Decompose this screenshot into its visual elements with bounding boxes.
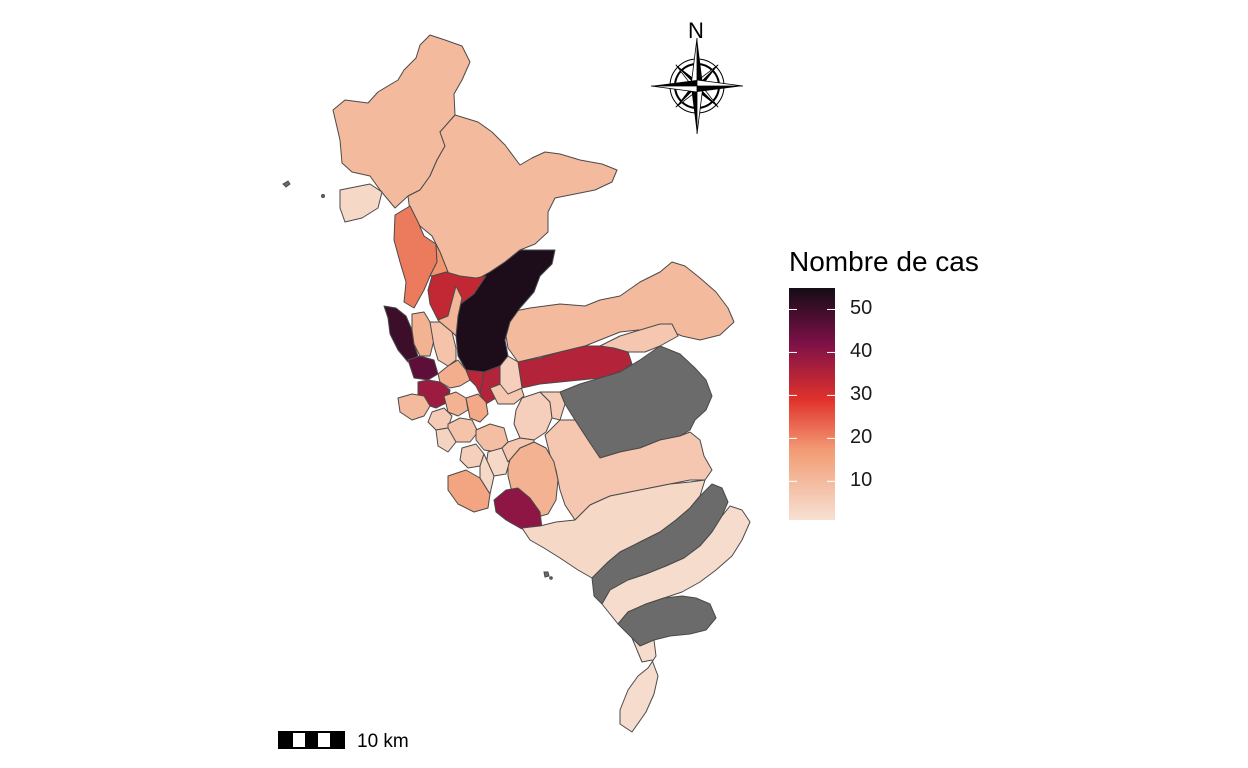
- district-region: [407, 355, 439, 381]
- district-region: [539, 391, 566, 421]
- compass-rose-icon: [650, 37, 744, 135]
- district-region: [437, 285, 463, 337]
- district-region: [499, 355, 523, 395]
- district-region: [435, 427, 457, 453]
- legend-colorbar: [789, 288, 835, 520]
- district-region: [411, 311, 435, 357]
- district-region: [393, 205, 438, 309]
- legend-title: Nombre de cas: [789, 246, 979, 277]
- district-region: [501, 437, 535, 463]
- legend-tick-label: 10: [850, 469, 873, 492]
- district-region: [479, 453, 495, 495]
- district-region: [465, 393, 489, 423]
- legend-tick-marks: [789, 308, 835, 482]
- island-shape: [282, 180, 291, 188]
- island-shape: [543, 571, 550, 578]
- district-layer: [332, 34, 751, 733]
- district-region: [397, 393, 431, 421]
- offshore-islands: [282, 180, 553, 580]
- island-shape: [549, 576, 553, 580]
- legend-tick-label: 20: [850, 426, 873, 449]
- district-region: [407, 114, 618, 287]
- compass-north-label: N: [688, 18, 704, 43]
- legend-tick-label: 50: [850, 297, 873, 320]
- scale-bar-label: 10 km: [357, 731, 409, 752]
- legend-tick-label: 40: [850, 340, 873, 363]
- district-region: [619, 637, 659, 733]
- district-region: [339, 183, 383, 223]
- district-region: [332, 34, 471, 209]
- district-region: [429, 243, 449, 277]
- compass-cardinal-points: [650, 37, 744, 135]
- district-region: [465, 369, 485, 395]
- scale-bar: [278, 731, 345, 749]
- district-region: [544, 419, 713, 521]
- district-region: [383, 305, 419, 363]
- district-region: [599, 323, 679, 353]
- island-shape: [321, 194, 325, 198]
- legend-tick-label: 30: [850, 383, 873, 406]
- district-region: [447, 469, 491, 513]
